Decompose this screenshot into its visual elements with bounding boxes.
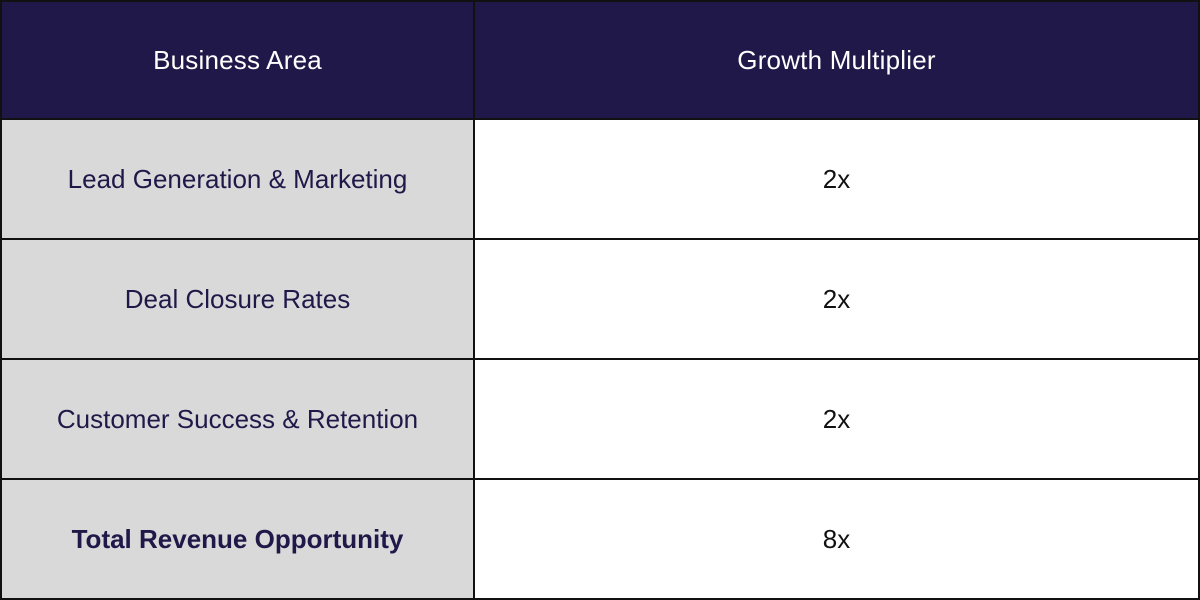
- business-area-cell: Deal Closure Rates: [0, 240, 475, 360]
- growth-multiplier-cell: 2x: [475, 120, 1200, 240]
- header-growth-multiplier: Growth Multiplier: [475, 0, 1200, 120]
- header-business-area: Business Area: [0, 0, 475, 120]
- growth-multiplier-cell: 2x: [475, 240, 1200, 360]
- business-area-cell: Customer Success & Retention: [0, 360, 475, 480]
- business-area-cell: Lead Generation & Marketing: [0, 120, 475, 240]
- total-multiplier-cell: 8x: [475, 480, 1200, 600]
- total-revenue-label: Total Revenue Opportunity: [0, 480, 475, 600]
- growth-multiplier-cell: 2x: [475, 360, 1200, 480]
